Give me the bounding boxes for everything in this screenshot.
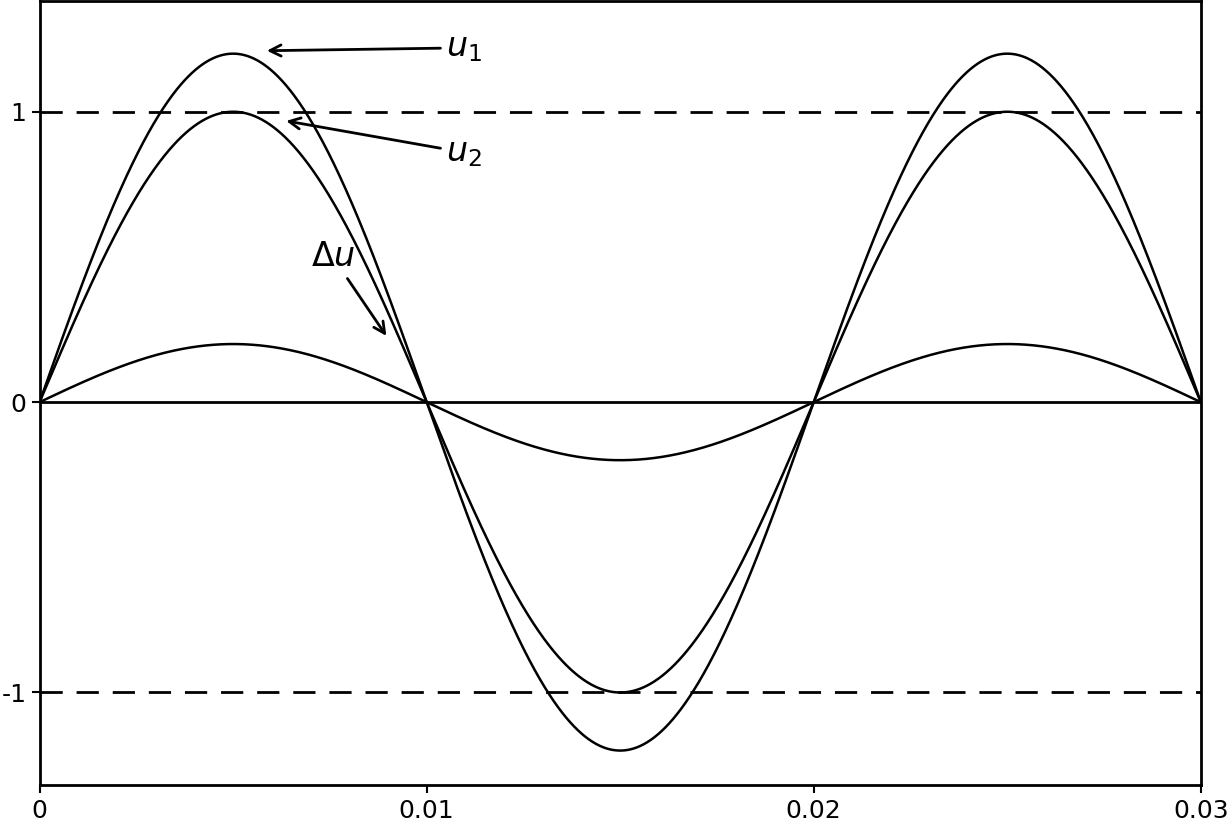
Text: $\Delta u$: $\Delta u$	[310, 241, 385, 334]
Text: $u_1$: $u_1$	[269, 31, 482, 64]
Text: $u_2$: $u_2$	[289, 118, 482, 169]
